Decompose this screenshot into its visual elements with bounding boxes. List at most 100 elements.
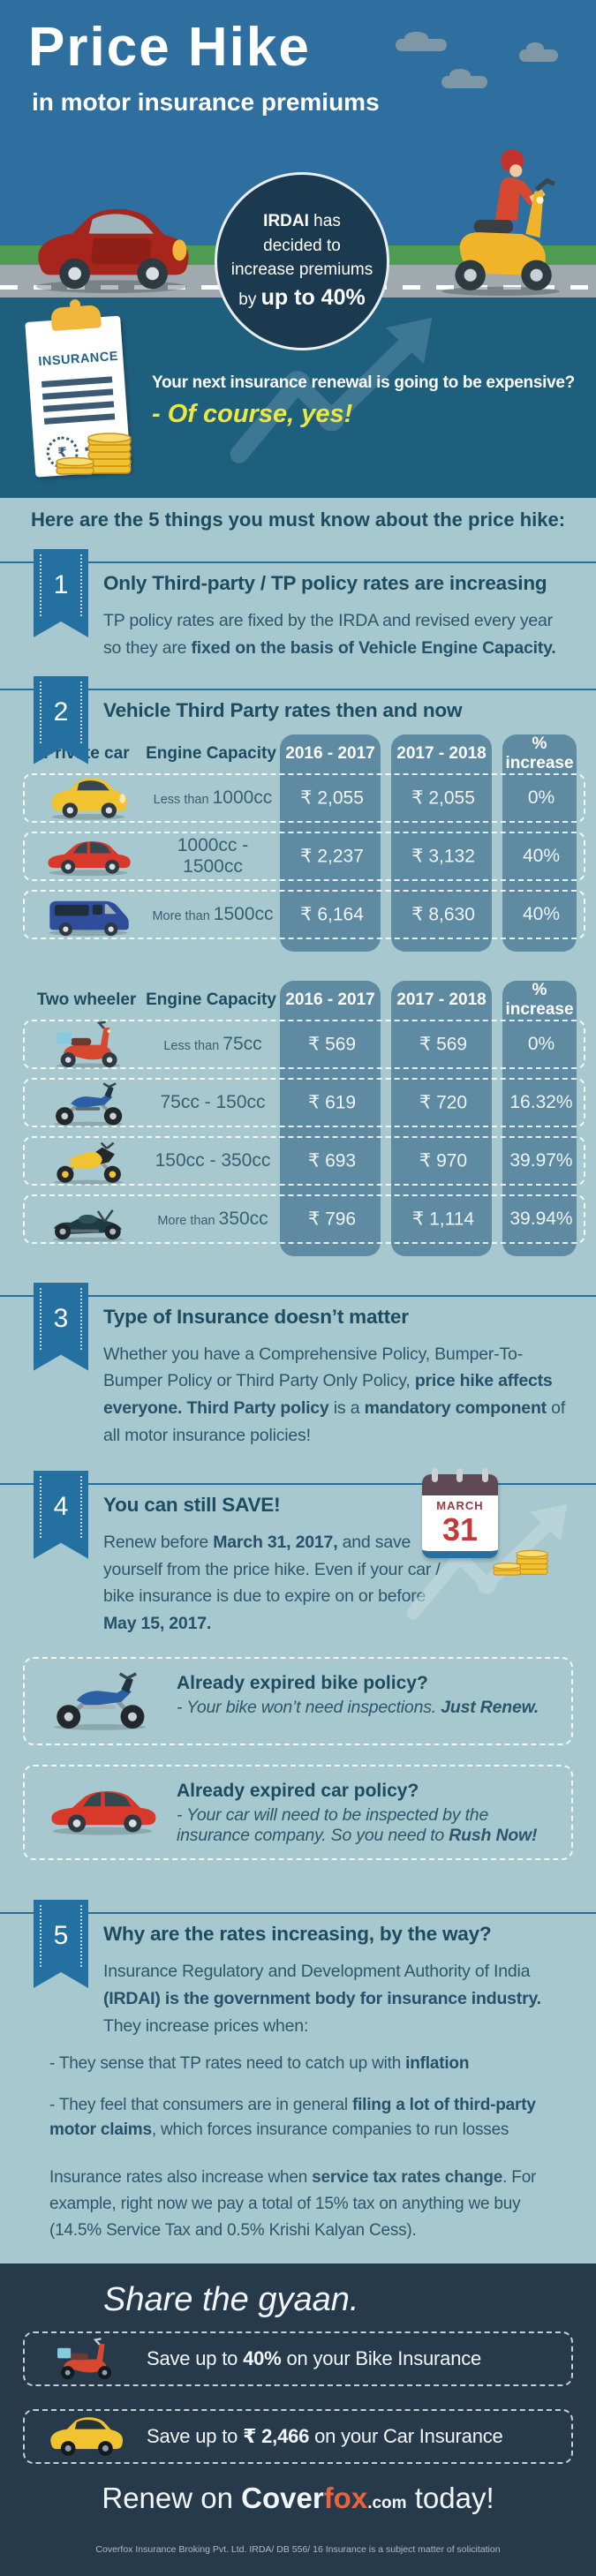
yellow-hatchback-icon xyxy=(37,2414,134,2459)
red-hatchback-icon xyxy=(23,203,200,299)
blue-motorcycle-icon xyxy=(30,1078,147,1127)
section-2: 2 Vehicle Third Party rates then and now… xyxy=(0,675,596,1256)
rate-2016-2017: ₹ 693 xyxy=(307,1150,357,1171)
irdai-badge: IRDAI has decided to increase premiums b… xyxy=(215,172,389,350)
list-heading: Here are the 5 things you must know abou… xyxy=(30,508,566,531)
section-title: Why are the rates increasing, by the way… xyxy=(103,1922,492,1945)
table-header: Private car Engine Capacity 2016 - 2017 … xyxy=(23,734,585,773)
blue-van-icon xyxy=(30,893,147,937)
badge-line: by up to 40% xyxy=(238,285,366,310)
pct-increase: 16.32% xyxy=(509,1091,573,1112)
calendar-icon: MARCH 31 xyxy=(422,1467,498,1558)
badge-line: decided to xyxy=(263,236,341,255)
column-pill xyxy=(502,734,577,952)
black-cruiser-icon xyxy=(30,1195,147,1243)
column-pill xyxy=(391,734,492,952)
col-pct-increase: % increase xyxy=(505,980,574,1019)
capacity-label: More than 350cc xyxy=(157,1208,268,1229)
rate-2016-2017: ₹ 796 xyxy=(307,1209,357,1230)
table-row: 150cc - 350cc ₹ 693 ₹ 970 39.97% xyxy=(23,1135,585,1186)
ribbon-badge: 5 xyxy=(34,1899,88,1988)
section-divider xyxy=(0,1482,596,1485)
cloud-icon xyxy=(519,42,558,62)
capacity-label: Less than 75cc xyxy=(163,1033,262,1054)
footer-section: Share the gyaan. Save up to 40% on your … xyxy=(0,2263,596,2576)
private-car-rate-table: Private car Engine Capacity 2016 - 2017 … xyxy=(23,734,585,952)
rate-2017-2018: ₹ 970 xyxy=(419,1150,468,1171)
cloud-icon xyxy=(441,69,487,88)
pct-increase: 0% xyxy=(527,787,555,808)
service-tax-note: Insurance rates also increase when servi… xyxy=(49,2167,537,2240)
calendar-month: MARCH xyxy=(436,1498,484,1512)
coverfox-logo: Cover xyxy=(241,2481,324,2514)
disclaimer-text: Coverfox Insurance Broking Pvt. Ltd. IRD… xyxy=(95,2543,501,2555)
col-2017-2018: 2017 - 2018 xyxy=(396,990,487,1009)
section-3: 3 Type of Insurance doesn’t matter Wheth… xyxy=(0,1282,596,1450)
red-scooter-icon xyxy=(30,1020,147,1069)
rate-2016-2017: ₹ 619 xyxy=(307,1092,357,1113)
table-header: Two wheeler Engine Capacity 2016 - 2017 … xyxy=(23,981,585,1020)
section-body: TP policy rates are fixed by the IRDA an… xyxy=(103,611,556,658)
section-number: 1 xyxy=(53,570,69,599)
section-divider xyxy=(0,561,596,563)
column-pill xyxy=(280,734,381,952)
rate-2017-2018: ₹ 1,114 xyxy=(411,1209,475,1230)
box-title: Already expired car policy? xyxy=(177,1780,419,1801)
table-row: Less than 75cc ₹ 569 ₹ 569 0% xyxy=(23,1019,585,1069)
cloud-icon xyxy=(396,32,447,51)
pct-increase: 40% xyxy=(522,845,561,866)
ribbon-badge: 1 xyxy=(34,549,88,637)
table-row: 75cc - 150cc ₹ 619 ₹ 720 16.32% xyxy=(23,1077,585,1127)
scooter-rider-icon xyxy=(429,145,563,301)
table-row: Less than 1000cc ₹ 2,055 ₹ 2,055 0% xyxy=(23,772,585,823)
bike-save-text: Save up to 40% on your Bike Insurance xyxy=(147,2346,482,2369)
rate-2017-2018: ₹ 2,055 xyxy=(411,787,475,809)
col-capacity: Engine Capacity xyxy=(146,743,276,763)
rate-2016-2017: ₹ 6,164 xyxy=(300,904,364,925)
rate-2016-2017: ₹ 2,055 xyxy=(300,787,364,809)
column-pill xyxy=(391,980,492,1256)
renew-cta: Renew on Coverfox.com today! xyxy=(102,2481,494,2514)
calendar-day: 31 xyxy=(441,1510,479,1548)
capacity-label: 150cc - 350cc xyxy=(155,1149,271,1171)
ribbon-badge: 4 xyxy=(34,1470,88,1559)
clipboard-label: INSURANCE xyxy=(37,349,119,370)
section-4: 4 MARCH 31 xyxy=(0,1467,596,1860)
section-divider xyxy=(0,688,596,690)
col-vehicle: Two wheeler xyxy=(36,990,137,1009)
coins-icon xyxy=(491,1540,553,1586)
section-title: Only Third-party / TP policy rates are i… xyxy=(103,572,547,594)
section-number: 2 xyxy=(53,697,69,727)
section-number: 3 xyxy=(53,1303,69,1333)
badge-line: increase premiums xyxy=(230,260,373,280)
page-title: Price Hike xyxy=(28,17,311,78)
table-row: 1000cc - 1500cc ₹ 2,237 ₹ 3,132 40% xyxy=(23,831,585,881)
table-row: More than 350cc ₹ 796 ₹ 1,114 39.94% xyxy=(23,1194,585,1244)
box-title: Already expired bike policy? xyxy=(177,1672,428,1693)
rate-2017-2018: ₹ 8,630 xyxy=(411,904,475,925)
calendar-rings xyxy=(422,1467,498,1495)
section-title: Vehicle Third Party rates then and now xyxy=(103,698,463,721)
section-title: Type of Insurance doesn’t matter xyxy=(103,1305,409,1328)
column-pill xyxy=(502,980,577,1256)
intro-answer: - Of course, yes! xyxy=(152,400,353,428)
rate-2016-2017: ₹ 2,237 xyxy=(300,846,364,867)
rate-2016-2017: ₹ 569 xyxy=(307,1034,357,1055)
bike-insurance-save-box: Save up to 40% on your Bike Insurance xyxy=(23,2331,573,2386)
pct-increase: 40% xyxy=(522,903,561,924)
reason-bullet: - They sense that TP rates need to catch… xyxy=(49,2054,470,2074)
section-title: You can still SAVE! xyxy=(103,1493,281,1516)
section-body: Whether you have a Comprehensive Policy,… xyxy=(103,1344,566,1445)
section-divider xyxy=(0,1294,596,1297)
section-1: 1 Only Third-party / TP policy rates are… xyxy=(0,549,596,662)
blue-motorcycle-icon xyxy=(44,1666,155,1736)
red-scooter-icon xyxy=(37,2337,134,2381)
red-sedan-icon xyxy=(44,1784,161,1840)
expired-bike-policy-box: Already expired bike policy? - Your bike… xyxy=(23,1656,573,1745)
section-body: Renew before March 31, 2017, and save yo… xyxy=(103,1532,441,1634)
content-section: Here are the 5 things you must know abou… xyxy=(0,498,596,2263)
section-divider xyxy=(0,1911,596,1914)
box-line: - Your bike won’t need inspections. Just… xyxy=(177,1697,539,1717)
section-body: Insurance Regulatory and Development Aut… xyxy=(103,1961,541,2036)
capacity-label: 75cc - 150cc xyxy=(160,1091,266,1112)
